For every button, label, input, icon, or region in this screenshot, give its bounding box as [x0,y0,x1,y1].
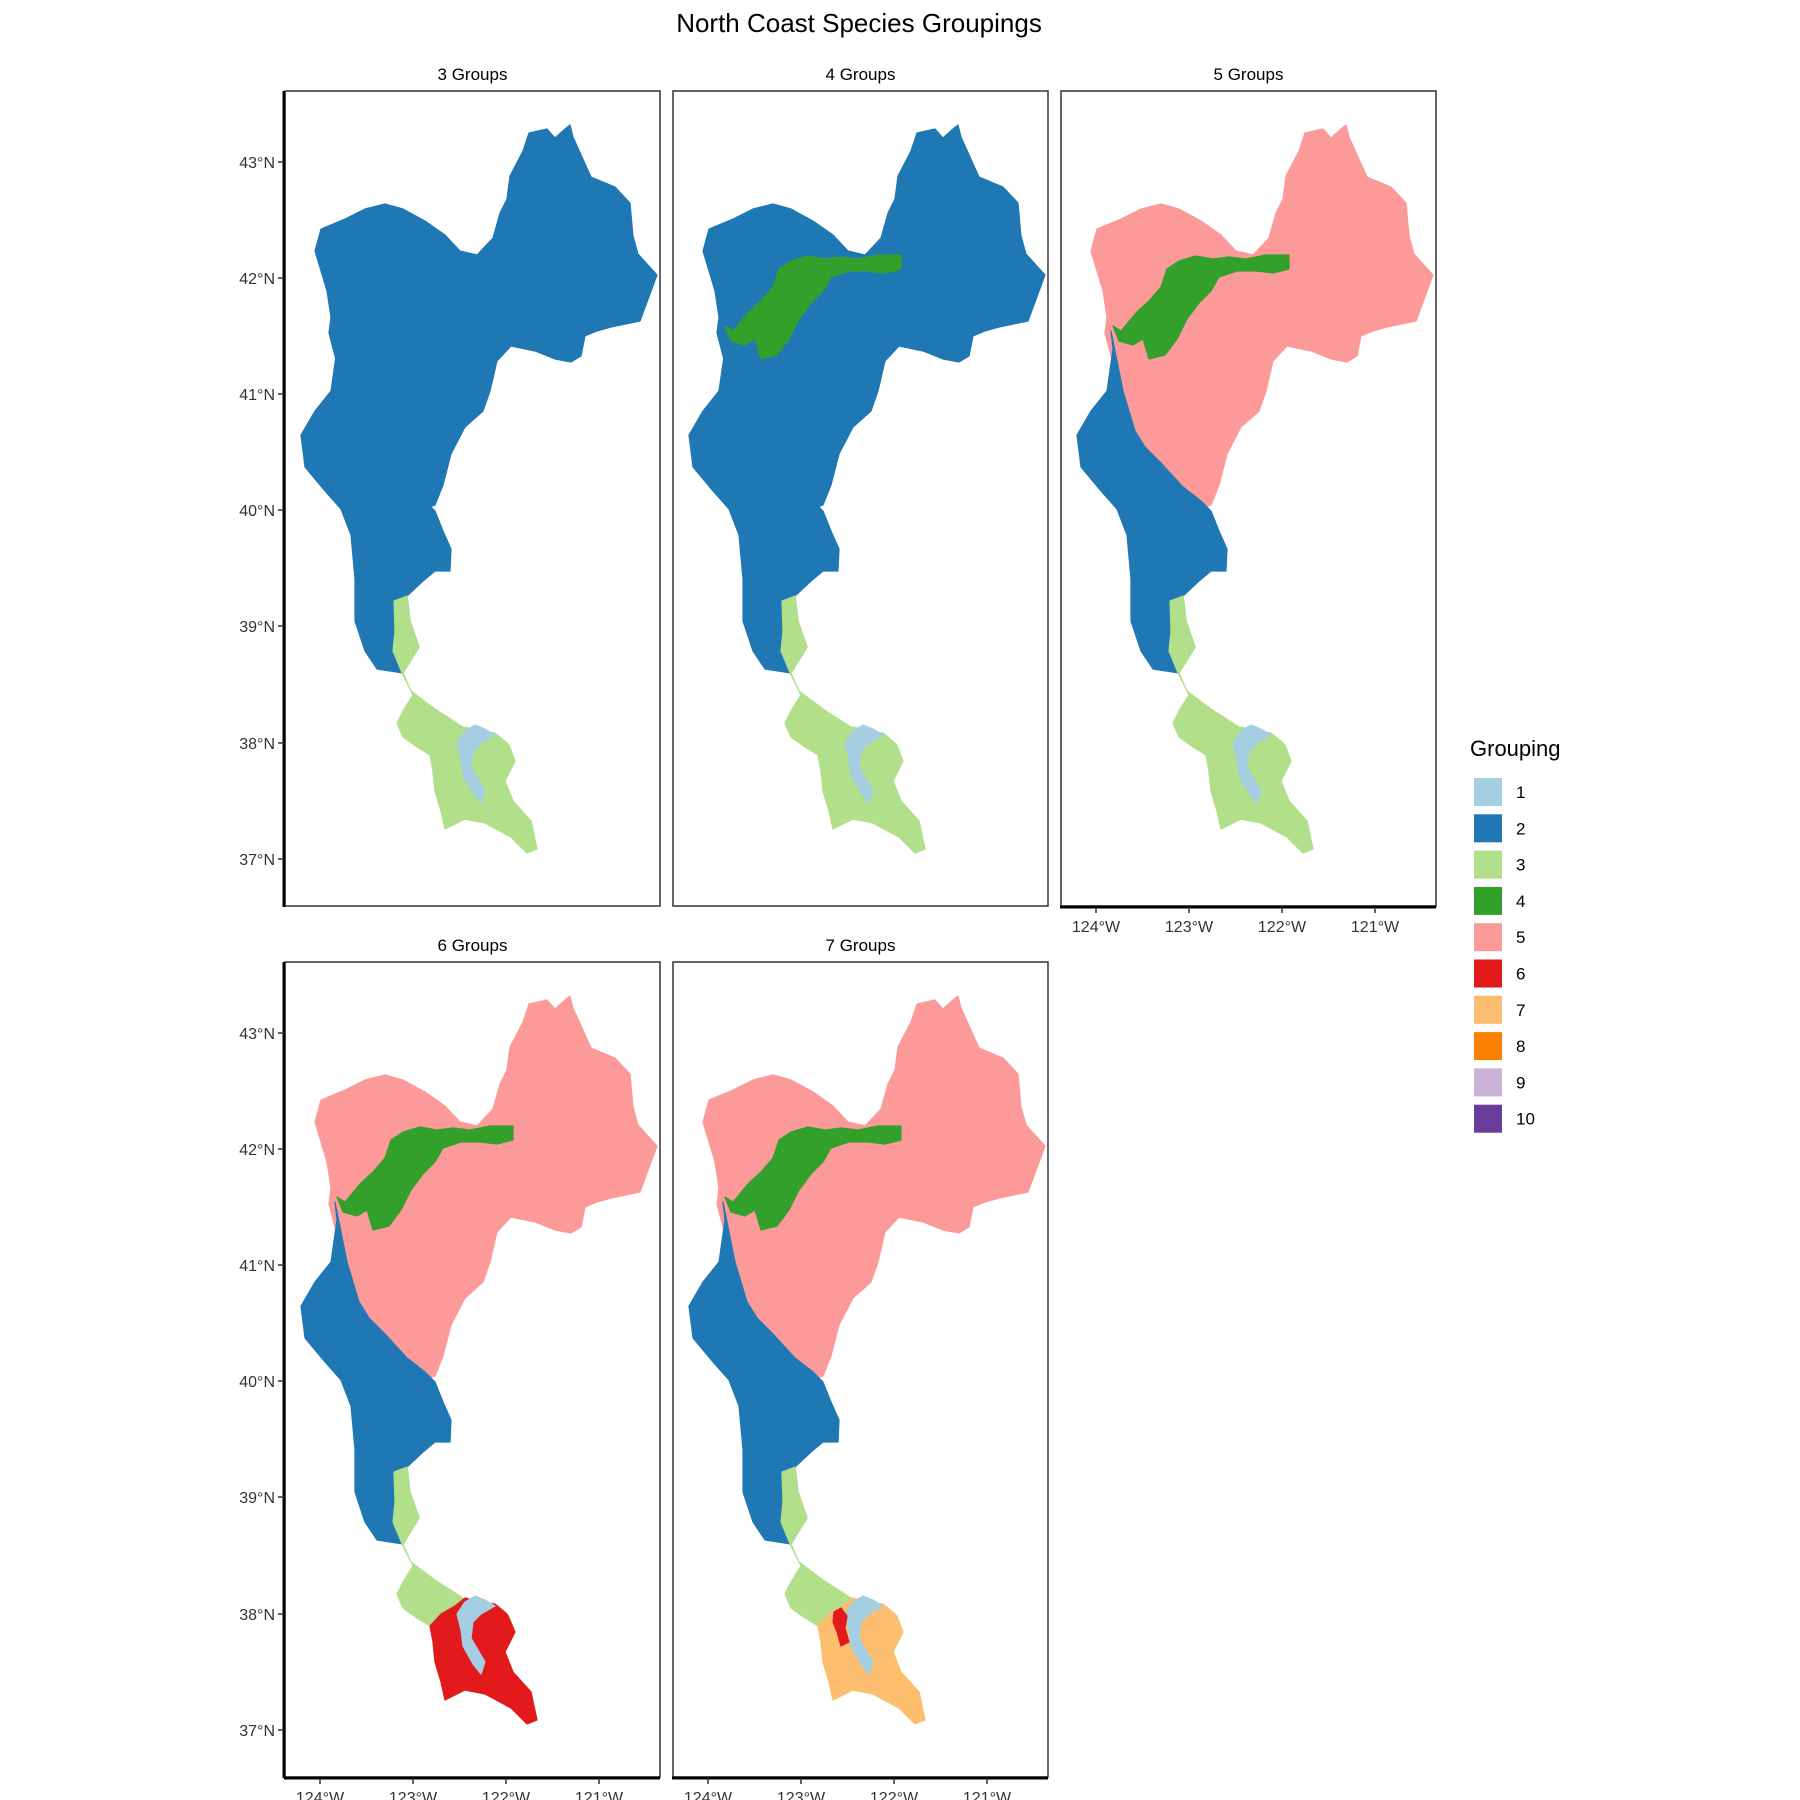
x-tick-label: 121°W [963,1790,1012,1800]
panel-5-groups: 5 Groups 124°W 123°W 122°W 121°W [1060,65,1437,936]
legend-label-6: 6 [1516,965,1525,984]
x-tick-label: 122°W [870,1790,919,1800]
legend-swatch-4 [1474,886,1502,915]
x-tick-label: 123°W [389,1790,438,1800]
legend-label-9: 9 [1516,1073,1525,1092]
y-tick-label: 38°N [239,1607,275,1624]
y-tick-label: 37°N [239,852,275,869]
y-tick-label: 40°N [239,503,275,520]
region-band-group-4 [724,254,902,360]
region-bay-group-1 [1232,724,1272,804]
region-band-group-4 [336,1125,514,1231]
legend-swatch-7 [1474,995,1502,1024]
map-panels: 3 Groups 43°N 42°N 41°N 40°N 39°N 38°N 37°N 4 Gr… [239,65,1437,1800]
legend-swatch-9 [1474,1068,1502,1097]
map-regions [688,124,1046,854]
y-tick-label: 38°N [239,736,275,753]
legend-label-8: 8 [1516,1037,1525,1056]
region-bay-group-1 [844,1595,884,1675]
panel-title: 6 Groups [438,936,508,955]
y-tick-label: 39°N [239,619,275,636]
x-tick-label: 124°W [684,1790,733,1800]
region-band-group-4 [1112,254,1290,360]
legend-swatch-6 [1474,959,1502,988]
x-tick-label: 121°W [575,1790,624,1800]
legend-label-7: 7 [1516,1001,1525,1020]
panel-title: 4 Groups [826,65,896,84]
x-tick-label: 122°W [1258,919,1307,936]
panel-3-groups: 3 Groups 43°N 42°N 41°N 40°N 39°N 38°N 37°N [239,65,661,907]
y-tick-label: 39°N [239,1490,275,1507]
legend-label-4: 4 [1516,892,1525,911]
x-tick-label: 124°W [296,1790,345,1800]
legend-swatch-3 [1474,850,1502,879]
legend-swatch-8 [1474,1032,1502,1061]
legend-swatch-1 [1474,778,1502,806]
map-regions [1076,124,1434,854]
legend-title: Grouping [1470,736,1561,761]
legend-label-5: 5 [1516,928,1525,947]
y-tick-label: 37°N [239,1723,275,1740]
figure-title: North Coast Species Groupings [676,8,1042,38]
region-bay-spot-group-6 [832,1607,850,1647]
x-tick-label: 123°W [1165,919,1214,936]
panel-4-groups: 4 Groups [672,65,1049,907]
region-bay-group-1 [844,724,884,804]
legend-label-1: 1 [1516,783,1525,802]
map-regions [688,995,1046,1725]
y-tick-label: 43°N [239,155,275,172]
x-tick-label: 124°W [1072,919,1121,936]
legend-swatch-5 [1474,923,1502,952]
legend-label-3: 3 [1516,856,1525,875]
legend-label-10: 10 [1516,1110,1535,1129]
panel-title: 5 Groups [1214,65,1284,84]
region-band-group-4 [724,1125,902,1231]
panel-6-groups: 6 Groups 43°N 42°N 41°N 40°N 39°N 38°N 37°N 124°… [239,936,661,1800]
region-bay-group-1 [456,1595,496,1675]
x-tick-label: 122°W [482,1790,531,1800]
y-tick-label: 42°N [239,271,275,288]
panel-title: 7 Groups [826,936,896,955]
y-tick-label: 43°N [239,1026,275,1043]
panel-frame [672,90,1049,907]
y-tick-label: 41°N [239,387,275,404]
y-tick-label: 41°N [239,1258,275,1275]
x-tick-label: 121°W [1351,919,1400,936]
x-tick-label: 123°W [777,1790,826,1800]
y-tick-label: 40°N [239,1374,275,1391]
region-band-group-2 [336,254,514,360]
panel-title: 3 Groups [438,65,508,84]
map-regions [300,124,658,854]
legend-swatch-2 [1474,814,1502,843]
legend: Grouping 1 2 3 4 5 6 7 8 9 10 [1470,736,1561,1133]
map-regions [300,995,658,1725]
panel-7-groups: 7 Groups 124°W 123°W 122°W 121°W [672,936,1049,1800]
y-tick-label: 42°N [239,1142,275,1159]
region-bay-group-1 [456,724,496,804]
legend-label-2: 2 [1516,819,1525,838]
legend-swatch-10 [1474,1104,1502,1133]
legend-items: 1 2 3 4 5 6 7 8 9 10 [1474,778,1535,1133]
